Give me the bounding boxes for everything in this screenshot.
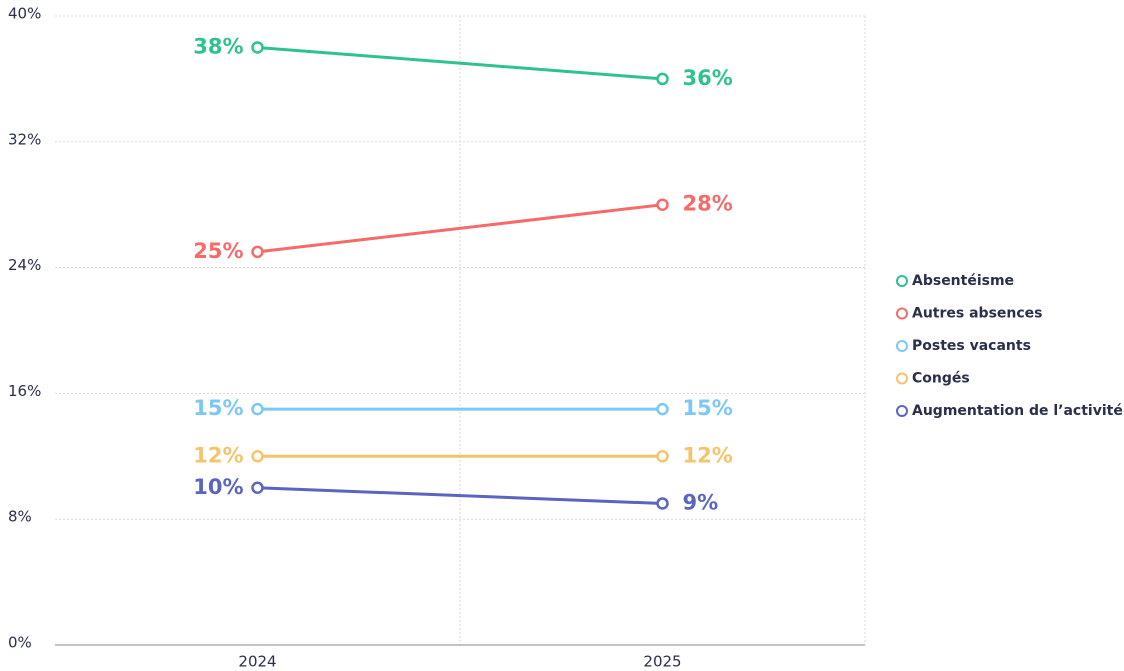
value-label: 15% bbox=[193, 396, 243, 420]
point bbox=[656, 402, 669, 416]
legend-marker bbox=[896, 405, 908, 417]
legend-marker bbox=[896, 340, 908, 352]
legend-label: Absentéisme bbox=[912, 273, 1014, 289]
y-tick-label: 24% bbox=[8, 256, 41, 274]
legend-label: Congés bbox=[912, 371, 970, 387]
y-tick-label: 0% bbox=[8, 634, 32, 652]
point bbox=[251, 245, 264, 259]
x-tick-label: 2025 bbox=[643, 653, 681, 671]
y-tick-label: 32% bbox=[8, 130, 41, 148]
value-label: 12% bbox=[683, 443, 733, 467]
legend-label: Autres absences bbox=[912, 306, 1043, 322]
value-label: 12% bbox=[193, 443, 243, 467]
point bbox=[251, 481, 264, 494]
legend-label: Postes vacants bbox=[912, 338, 1031, 354]
legend-marker bbox=[896, 372, 908, 385]
point bbox=[656, 72, 669, 86]
y-tick-label: 8% bbox=[8, 508, 32, 526]
point bbox=[656, 198, 669, 211]
point bbox=[251, 41, 264, 54]
value-label: 15% bbox=[683, 396, 733, 420]
series-line bbox=[257, 203, 663, 254]
y-tick-label: 40% bbox=[8, 5, 41, 23]
value-label: 9% bbox=[683, 490, 719, 514]
value-label: 10% bbox=[193, 475, 243, 499]
legend-marker bbox=[896, 307, 908, 320]
series-line bbox=[257, 486, 663, 505]
point bbox=[656, 450, 669, 463]
point bbox=[656, 497, 669, 510]
point bbox=[251, 402, 264, 416]
value-label: 25% bbox=[193, 239, 243, 263]
x-tick-label: 2024 bbox=[238, 653, 276, 671]
value-label: 38% bbox=[193, 34, 243, 58]
series-line bbox=[257, 45, 663, 81]
value-label: 36% bbox=[683, 66, 733, 90]
legend-label: Augmentation de l’activité bbox=[912, 403, 1123, 419]
point bbox=[251, 450, 264, 463]
value-label: 28% bbox=[683, 192, 733, 216]
legend-marker bbox=[896, 275, 908, 287]
y-tick-label: 16% bbox=[8, 382, 41, 400]
